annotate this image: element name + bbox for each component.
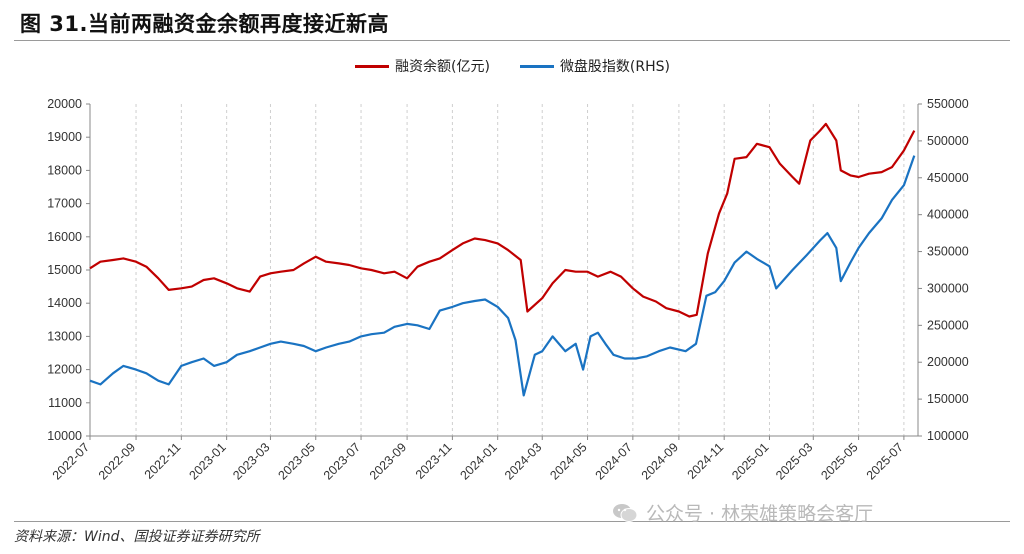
figure-title: 图 31.当前两融资金余额再度接近新高 [20,12,390,36]
legend-label-margin-balance: 融资余额(亿元) [395,59,490,75]
y-right-tick-label: 450000 [927,171,969,185]
y-right-tick-label: 250000 [927,318,969,332]
y-left-tick-label: 19000 [47,130,82,144]
y-left-tick-label: 16000 [47,230,82,244]
y-left-tick-label: 17000 [47,197,82,211]
source-divider [14,521,1010,522]
x-tick-label: 2024-11 [685,440,727,482]
x-tick-label: 2024-05 [547,440,589,482]
x-tick-label: 2023-01 [186,440,228,482]
y-left-tick-label: 18000 [47,163,82,177]
x-tick-label: 2023-07 [321,440,363,482]
x-tick-label: 2024-03 [502,440,544,482]
x-tick-label: 2025-03 [773,440,815,482]
y-right-tick-label: 100000 [927,429,969,443]
y-right-tick-label: 550000 [927,97,969,111]
legend-swatch-microcap-index [519,64,554,68]
legend-item-microcap-index: 微盘股指数(RHS) [519,56,671,76]
y-left-tick-label: 11000 [48,396,82,410]
chart-legend: 融资余额(亿元) 微盘股指数(RHS) [355,56,700,76]
y-left-tick-label: 14000 [47,296,82,310]
x-tick-label: 2025-07 [864,440,906,482]
x-tick-label: 2022-07 [50,440,92,482]
legend-label-microcap-index: 微盘股指数(RHS) [559,59,671,75]
y-right-tick-label: 300000 [927,281,969,295]
title-divider [14,40,1010,41]
y-right-tick-label: 500000 [927,134,969,148]
y-right-tick-label: 150000 [927,392,969,406]
y-left-tick-label: 13000 [47,329,82,343]
series-line-margin-balance [89,122,916,318]
x-tick-label: 2023-03 [230,440,272,482]
legend-item-margin-balance: 融资余额(亿元) [355,56,490,76]
y-right-tick-label: 350000 [927,245,969,259]
x-tick-label: 2024-01 [457,440,499,482]
y-left-tick-label: 10000 [47,429,82,443]
x-tick-label: 2025-01 [729,440,771,482]
y-right-tick-label: 400000 [927,208,969,222]
source-note: 资料来源：Wind、国投证券证券研究所 [14,529,260,545]
x-tick-label: 2022-11 [142,440,184,482]
x-tick-label: 2023-05 [276,440,318,482]
watermark: 公众号 · 林荣雄策略会客厅 [612,499,873,526]
x-tick-label: 2023-11 [413,440,455,482]
y-left-tick-label: 20000 [47,97,82,111]
x-tick-label: 2024-09 [639,440,681,482]
series-line-microcap-index [89,155,916,397]
legend-swatch-margin-balance [355,64,389,68]
x-tick-label: 2025-05 [818,440,860,482]
y-left-tick-label: 12000 [47,363,82,377]
y-left-tick-label: 15000 [47,263,82,277]
x-tick-label: 2022-09 [96,440,138,482]
x-tick-label: 2023-09 [367,440,409,482]
x-tick-label: 2024-07 [593,440,635,482]
watermark-text: 公众号 · 林荣雄策略会客厅 [646,503,874,525]
y-right-tick-label: 200000 [927,355,969,369]
wechat-icon [612,503,638,523]
